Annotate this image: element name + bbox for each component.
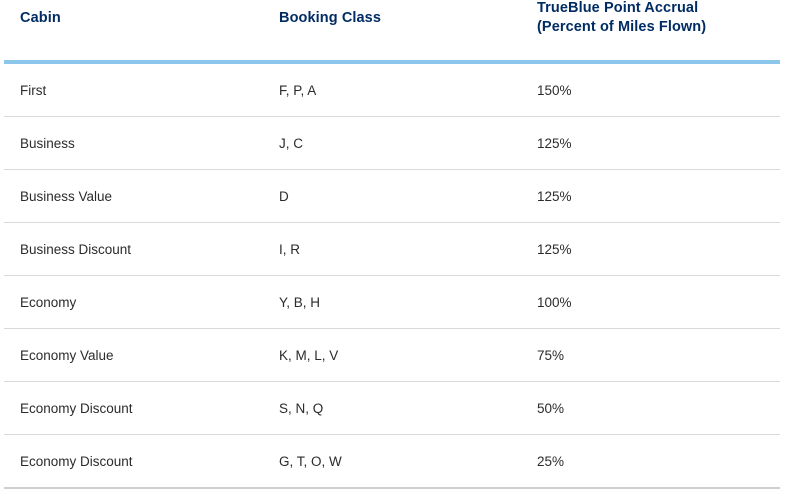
cell-booking-class: G, T, O, W [279,453,342,469]
cell-booking-class: Y, B, H [279,294,321,310]
cell-booking-class: D [279,188,289,204]
cell-booking-class: F, P, A [279,82,317,98]
table-row: Business Value D 125% [4,170,780,223]
cell-booking-class: K, M, L, V [279,347,339,363]
table-row: Business Discount I, R 125% [4,223,780,276]
table-row: Economy Y, B, H 100% [4,276,780,329]
cell-accrual: 125% [537,241,572,257]
cell-cabin: Economy Discount [20,400,133,416]
table-row: First F, P, A 150% [4,64,780,117]
table-row: Business J, C 125% [4,117,780,170]
cell-accrual: 50% [537,400,565,416]
cell-cabin: Business Value [20,188,113,204]
cell-accrual: 75% [537,347,565,363]
cell-cabin: Business [20,135,75,151]
cell-booking-class: I, R [279,241,301,257]
table-header: Cabin Booking Class TrueBlue Point Accru… [4,0,780,64]
header-booking-class-label: Booking Class [279,9,382,26]
table-body: First F, P, A 150% Business J, C 125% Bu… [4,64,780,489]
cell-cabin: Economy Discount [20,453,133,469]
cell-accrual: 125% [537,188,572,204]
header-accrual-line2: (Percent of Miles Flown) [537,19,707,35]
table-row: Economy Value K, M, L, V 75% [4,329,780,382]
cell-accrual: 125% [537,135,572,151]
cell-cabin: Economy [20,294,77,310]
header-cabin-label: Cabin [20,9,61,26]
cell-cabin: Economy Value [20,347,114,363]
cell-booking-class: S, N, Q [279,400,324,416]
cell-cabin: Business Discount [20,241,132,257]
table-row: Economy Discount G, T, O, W 25% [4,435,780,489]
cell-booking-class: J, C [279,135,304,151]
cell-cabin: First [20,82,47,98]
cell-accrual: 150% [537,82,572,98]
cell-accrual: 100% [537,294,572,310]
header-accrual-line1: TrueBlue Point Accrual [537,0,699,16]
cell-accrual: 25% [537,453,565,469]
header-booking-class: Booking Class [279,0,519,48]
header-cabin: Cabin [20,0,260,48]
header-point-accrual: TrueBlue Point Accrual (Percent of Miles… [537,0,777,48]
table-row: Economy Discount S, N, Q 50% [4,382,780,435]
